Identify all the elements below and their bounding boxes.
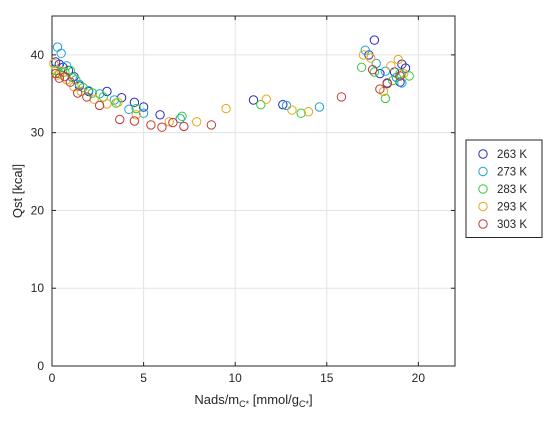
data-point [375, 68, 385, 79]
data-point [131, 110, 141, 120]
data-point [60, 71, 70, 82]
x-tick-label: 20 [412, 371, 426, 385]
data-point [65, 77, 76, 87]
data-point [192, 117, 202, 127]
axes [51, 15, 456, 367]
legend: 263 K 273 K 283 K 293 K 303 K [465, 139, 543, 238]
data-point [278, 99, 288, 110]
data-point [404, 71, 414, 81]
data-point [179, 121, 189, 132]
legend-label: 273 K [497, 167, 527, 179]
legend-label: 293 K [497, 202, 527, 214]
data-point [56, 48, 66, 59]
data-point [177, 111, 187, 122]
x-tick-label: 10 [229, 371, 243, 385]
data-point [256, 99, 266, 110]
data-point [388, 75, 398, 86]
data-point [382, 78, 392, 89]
legend-marker [478, 166, 488, 177]
data-point [296, 108, 306, 118]
data-point [261, 94, 272, 104]
data-point [175, 113, 185, 124]
data-point [314, 102, 325, 112]
x-tick-label: 15 [320, 371, 334, 385]
data-point [393, 54, 403, 65]
data-point [375, 84, 385, 94]
data-point [303, 106, 314, 117]
y-tick-label: 20 [31, 203, 45, 217]
x-axis-label-part: Nads/m [194, 392, 239, 407]
legend-marker [478, 184, 488, 194]
data-point [369, 35, 380, 45]
x-axis-label: Nads/mC* [mmol/gC*] [194, 392, 312, 409]
data-point [89, 94, 99, 104]
data-point [395, 71, 405, 81]
data-point [336, 92, 347, 102]
data-point [129, 116, 140, 126]
data-point [221, 103, 231, 114]
data-point [138, 102, 149, 112]
axes-box [51, 15, 456, 367]
data-point [356, 62, 367, 73]
series-293k [49, 50, 409, 127]
data-point [369, 67, 380, 77]
x-tick-label: 5 [140, 371, 147, 385]
x-tick-label: 0 [49, 371, 56, 385]
data-point [380, 66, 391, 76]
data-point [380, 93, 391, 104]
data-point [248, 95, 259, 105]
data-point [72, 88, 83, 98]
data-point [155, 110, 165, 120]
data-point [102, 99, 112, 109]
x-axis-label-subscript: C* [239, 399, 249, 409]
data-point [54, 68, 65, 79]
data-point [71, 75, 81, 85]
data-point [82, 92, 92, 102]
series-303k [50, 64, 405, 132]
data-point [157, 122, 167, 132]
data-point [138, 108, 149, 118]
data-point [164, 117, 174, 127]
legend-marker [478, 149, 488, 159]
data-point [94, 100, 105, 111]
legend-marker [478, 201, 488, 212]
data-point [400, 63, 411, 73]
data-point [131, 103, 141, 114]
series-283k [50, 62, 414, 122]
data-point [115, 114, 125, 125]
data-point [49, 58, 59, 69]
data-point [113, 97, 123, 108]
data-point [367, 64, 378, 75]
legend-label: 283 K [497, 184, 527, 196]
data-point [65, 65, 76, 76]
data-point [281, 100, 292, 111]
legend-label: 303 K [497, 219, 527, 231]
data-point [124, 104, 134, 115]
data-point [54, 73, 65, 83]
data-points [49, 35, 414, 132]
data-point [366, 53, 376, 63]
data-point [206, 120, 217, 130]
y-tick-label: 40 [31, 48, 45, 62]
legend-marker [478, 219, 488, 229]
data-point [397, 78, 407, 88]
y-axis-label: Qst [kcal] [10, 164, 25, 218]
x-axis-label-part: [mmol/g [249, 392, 299, 407]
y-tick-label: 30 [31, 126, 45, 140]
x-axis-label-subscript: C* [299, 399, 309, 409]
data-point [386, 61, 396, 71]
data-point [287, 105, 297, 115]
x-axis-label-part: ] [309, 392, 313, 407]
data-point [129, 97, 140, 108]
data-point [146, 120, 156, 130]
data-point [168, 117, 178, 128]
data-point [360, 45, 370, 55]
legend-label: 263 K [497, 149, 527, 161]
y-tick-label: 0 [37, 359, 44, 373]
y-tick-label: 10 [31, 281, 45, 295]
data-point [395, 68, 405, 79]
